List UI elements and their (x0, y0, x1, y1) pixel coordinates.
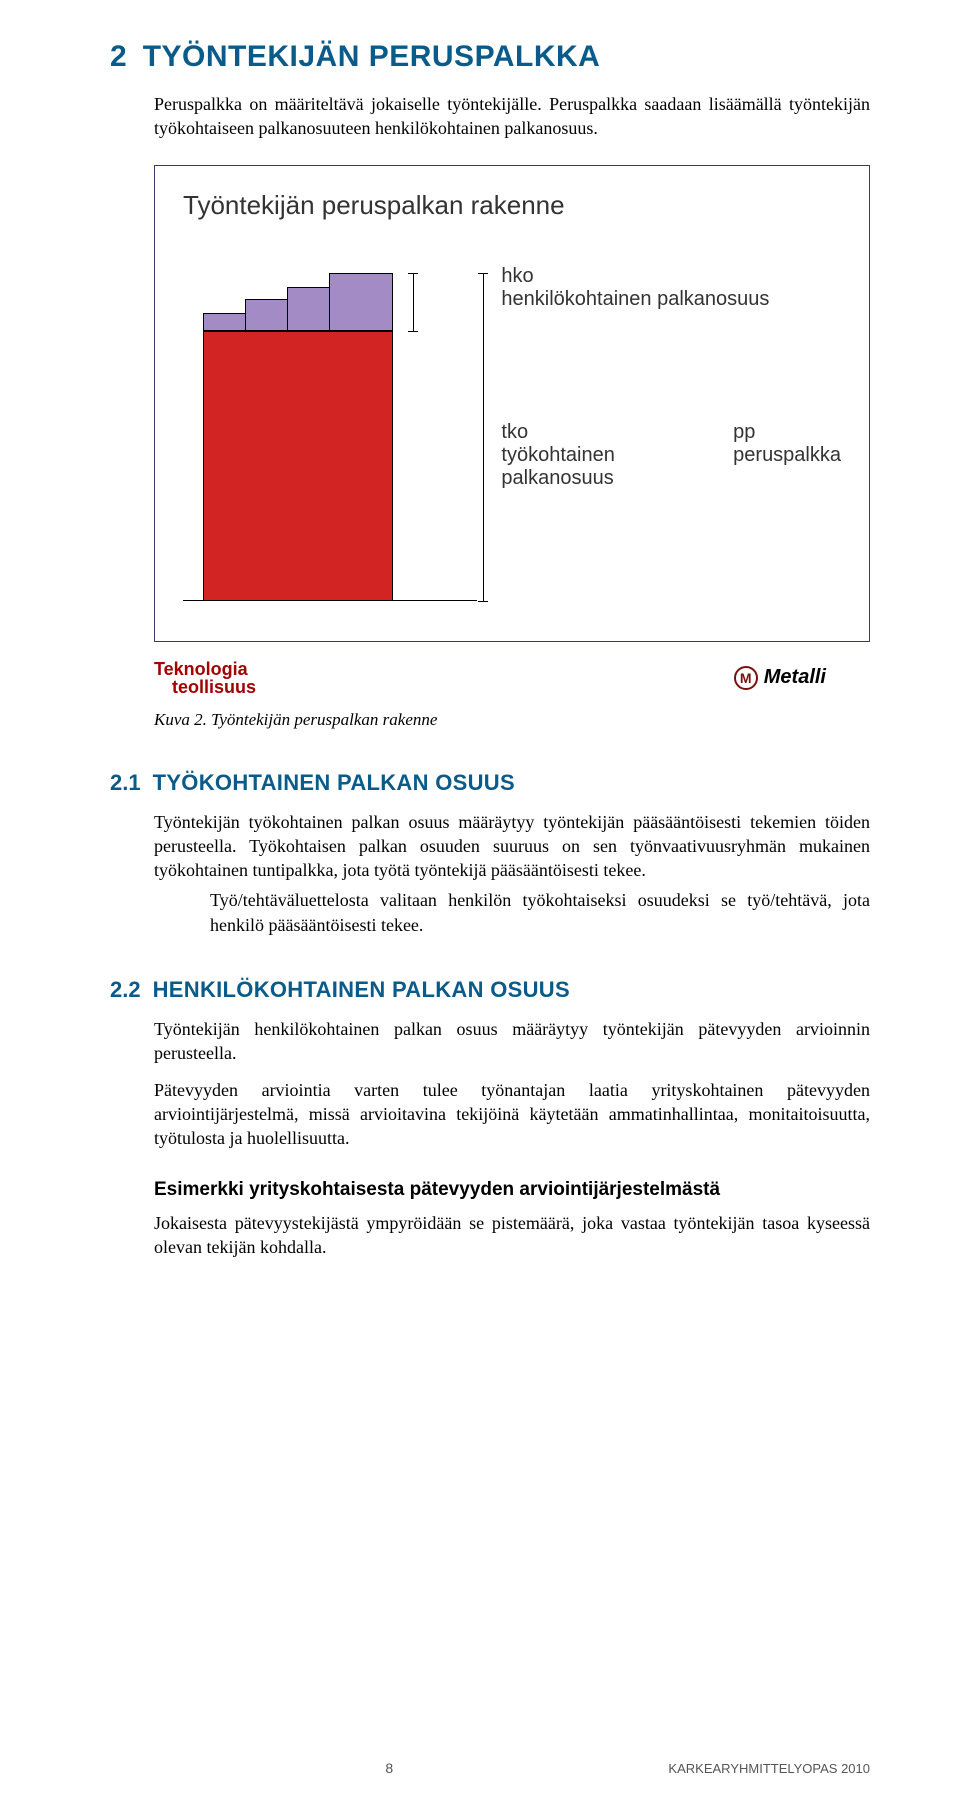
subsection-2-2-title: HENKILÖKOHTAINEN PALKAN OSUUS (153, 977, 570, 1003)
logos-row: Teknologia teollisuus M Metalli (154, 660, 826, 696)
label-pp-code: pp (733, 421, 841, 444)
s22-p2: Pätevyyden arviointia varten tulee työna… (154, 1078, 870, 1151)
section-number: 2 (110, 40, 127, 74)
bar-tko (203, 331, 393, 601)
labels-bottom-row: tko työkohtainen palkanosuus pp peruspal… (501, 421, 841, 490)
logo-teknologia: Teknologia teollisuus (154, 660, 256, 696)
label-tko-text: työkohtainen palkanosuus (501, 444, 703, 490)
label-hko: hko henkilökohtainen palkanosuus (501, 265, 841, 311)
footer-doc: KARKEARYHMITTELYOPAS 2010 (668, 1761, 870, 1776)
figure-labels: hko henkilökohtainen palkanosuus tko työ… (501, 241, 841, 490)
label-hko-text: henkilökohtainen palkanosuus (501, 288, 841, 311)
logo-teknologia-l1: Teknologia (154, 660, 256, 678)
figure-title: Työntekijän peruspalkan rakenne (183, 190, 841, 221)
dim-pp-top (478, 273, 488, 274)
subsection-2-2-num: 2.2 (110, 977, 141, 1003)
section-title: TYÖNTEKIJÄN PERUSPALKKA (143, 40, 601, 74)
label-pp: pp peruspalkka (733, 421, 841, 490)
s21-p1: Työntekijän työkohtainen palkan osuus mä… (154, 810, 870, 883)
section-intro: Peruspalkka on määriteltävä jokaiselle t… (154, 92, 870, 141)
dim-hko-left (413, 273, 414, 331)
page-number: 8 (385, 1760, 393, 1776)
logo-metalli: M Metalli (734, 666, 826, 690)
label-pp-text: peruspalkka (733, 444, 841, 467)
s22-h3: Esimerkki yrityskohtaisesta pätevyyden a… (154, 1179, 870, 1201)
dim-pp-bot (478, 601, 488, 602)
figure-caption: Kuva 2. Työntekijän peruspalkan rakenne (154, 710, 870, 730)
label-tko-code: tko (501, 421, 703, 444)
bars-container (183, 241, 477, 601)
figure-box: Työntekijän peruspalkan rakenne (154, 165, 870, 642)
s21-p2: Työ/tehtäväluettelosta valitaan henkilön… (210, 888, 870, 937)
figure-chart: hko henkilökohtainen palkanosuus tko työ… (183, 241, 841, 601)
metalli-icon: M (734, 666, 758, 690)
dim-hko-top (408, 273, 418, 274)
subsection-2-1-num: 2.1 (110, 770, 141, 796)
label-tko: tko työkohtainen palkanosuus (501, 421, 703, 490)
dim-hko-bot (408, 331, 418, 332)
subsection-2-2-heading: 2.2 HENKILÖKOHTAINEN PALKAN OSUUS (110, 977, 870, 1003)
subsection-2-1-heading: 2.1 TYÖKOHTAINEN PALKAN OSUUS (110, 770, 870, 796)
logo-teknologia-l2: teollisuus (172, 678, 256, 696)
label-hko-code: hko (501, 265, 841, 288)
bar-hko-step-4 (329, 273, 393, 331)
page-footer: 8 KARKEARYHMITTELYOPAS 2010 (110, 1760, 870, 1776)
s22-p3: Jokaisesta pätevyystekijästä ympyröidään… (154, 1211, 870, 1260)
s22-p1: Työntekijän henkilökohtainen palkan osuu… (154, 1017, 870, 1066)
dim-pp (483, 273, 484, 601)
document-page: 2 TYÖNTEKIJÄN PERUSPALKKA Peruspalkka on… (0, 0, 960, 1804)
logo-metalli-text: Metalli (764, 666, 826, 689)
subsection-2-1-title: TYÖKOHTAINEN PALKAN OSUUS (153, 770, 515, 796)
section-heading: 2 TYÖNTEKIJÄN PERUSPALKKA (110, 40, 870, 74)
